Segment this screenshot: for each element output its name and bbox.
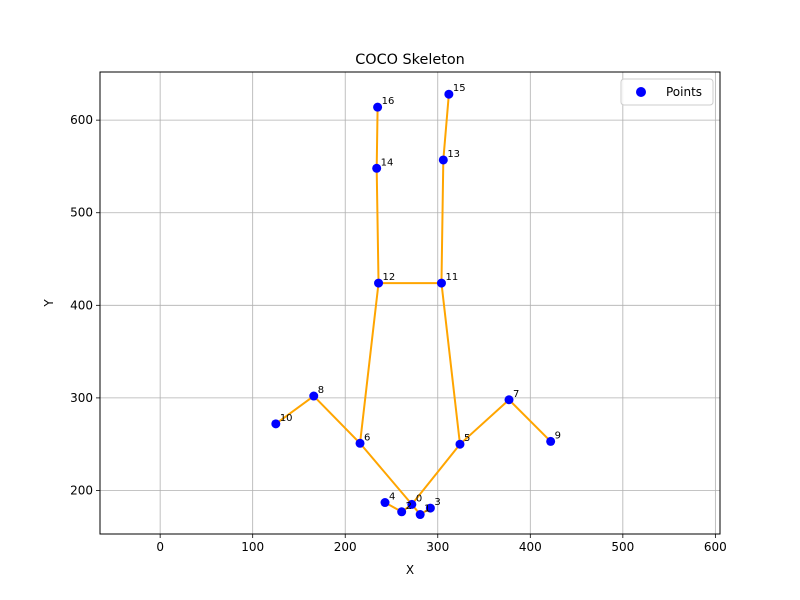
- skeleton-lines: [274, 93, 552, 516]
- keypoint-label-14: 14: [381, 157, 394, 168]
- keypoint-label-8: 8: [318, 385, 324, 396]
- keypoint-label-2: 2: [406, 501, 412, 512]
- keypoint-marker-0: [407, 499, 417, 509]
- x-tick-label: 100: [241, 540, 264, 554]
- keypoints: [271, 89, 556, 520]
- keypoint-marker-9: [546, 436, 556, 446]
- y-axis-label: Y: [42, 299, 56, 308]
- keypoint-label-7: 7: [513, 389, 519, 400]
- keypoint-label-9: 9: [555, 430, 561, 441]
- keypoint-label-6: 6: [364, 432, 370, 443]
- keypoint-label-16: 16: [382, 96, 395, 107]
- keypoint-marker-2: [397, 507, 407, 517]
- keypoint-marker-4: [380, 498, 390, 508]
- chart-title: COCO Skeleton: [355, 52, 465, 68]
- x-tick-label: 500: [611, 540, 634, 554]
- x-tick-label: 200: [334, 540, 357, 554]
- keypoint-marker-16: [373, 102, 383, 112]
- keypoint-marker-7: [504, 395, 514, 405]
- keypoint-label-11: 11: [445, 272, 458, 283]
- skeleton-edge: [359, 282, 380, 445]
- keypoint-marker-8: [309, 391, 319, 401]
- keypoint-marker-3: [425, 503, 435, 513]
- skeleton-edge: [375, 106, 379, 170]
- legend: Points: [620, 78, 714, 106]
- plot-frame: [99, 71, 721, 535]
- keypoint-label-0: 0: [416, 493, 422, 504]
- keypoint-marker-13: [438, 155, 448, 165]
- keypoint-marker-14: [372, 163, 382, 173]
- x-tick-label: 600: [704, 540, 727, 554]
- x-tick-label: 0: [156, 540, 164, 554]
- x-tick-label: 400: [519, 540, 542, 554]
- skeleton-edge: [359, 442, 413, 506]
- y-tick-label: 500: [70, 206, 93, 220]
- keypoint-label-1: 1: [424, 504, 430, 515]
- x-tick-label: 300: [426, 540, 449, 554]
- x-axis-label: X: [406, 563, 414, 577]
- keypoint-label-12: 12: [383, 272, 396, 283]
- y-tick-label: 200: [70, 483, 93, 497]
- skeleton-edge: [410, 443, 461, 506]
- skeleton-edge: [440, 158, 445, 285]
- grid: [100, 72, 720, 534]
- y-tick-label: 600: [70, 113, 93, 127]
- keypoint-marker-15: [444, 89, 454, 99]
- keypoint-marker-1: [415, 510, 425, 520]
- legend-box: [620, 78, 714, 106]
- legend-label-points: Points: [666, 85, 702, 99]
- keypoint-marker-10: [271, 419, 281, 429]
- keypoint-label-3: 3: [434, 497, 440, 508]
- skeleton-edge: [440, 282, 461, 446]
- skeleton-edge: [508, 398, 552, 443]
- y-tick-label: 300: [70, 391, 93, 405]
- keypoint-marker-6: [355, 438, 365, 448]
- y-tick-label: 400: [70, 298, 93, 312]
- legend-marker-points: [636, 87, 646, 97]
- skeleton-edge: [458, 398, 511, 446]
- keypoint-marker-12: [374, 278, 384, 288]
- keypoint-label-13: 13: [447, 149, 460, 160]
- keypoint-label-15: 15: [453, 83, 466, 94]
- keypoint-label-4: 4: [389, 492, 395, 503]
- keypoint-label-10: 10: [280, 413, 293, 424]
- keypoint-marker-11: [436, 278, 446, 288]
- skeleton-edge: [442, 93, 450, 161]
- skeleton-edge: [375, 167, 380, 285]
- keypoint-marker-5: [455, 439, 465, 449]
- skeleton-edge: [312, 395, 362, 445]
- skeleton-edge: [274, 395, 315, 425]
- keypoint-label-5: 5: [464, 433, 470, 444]
